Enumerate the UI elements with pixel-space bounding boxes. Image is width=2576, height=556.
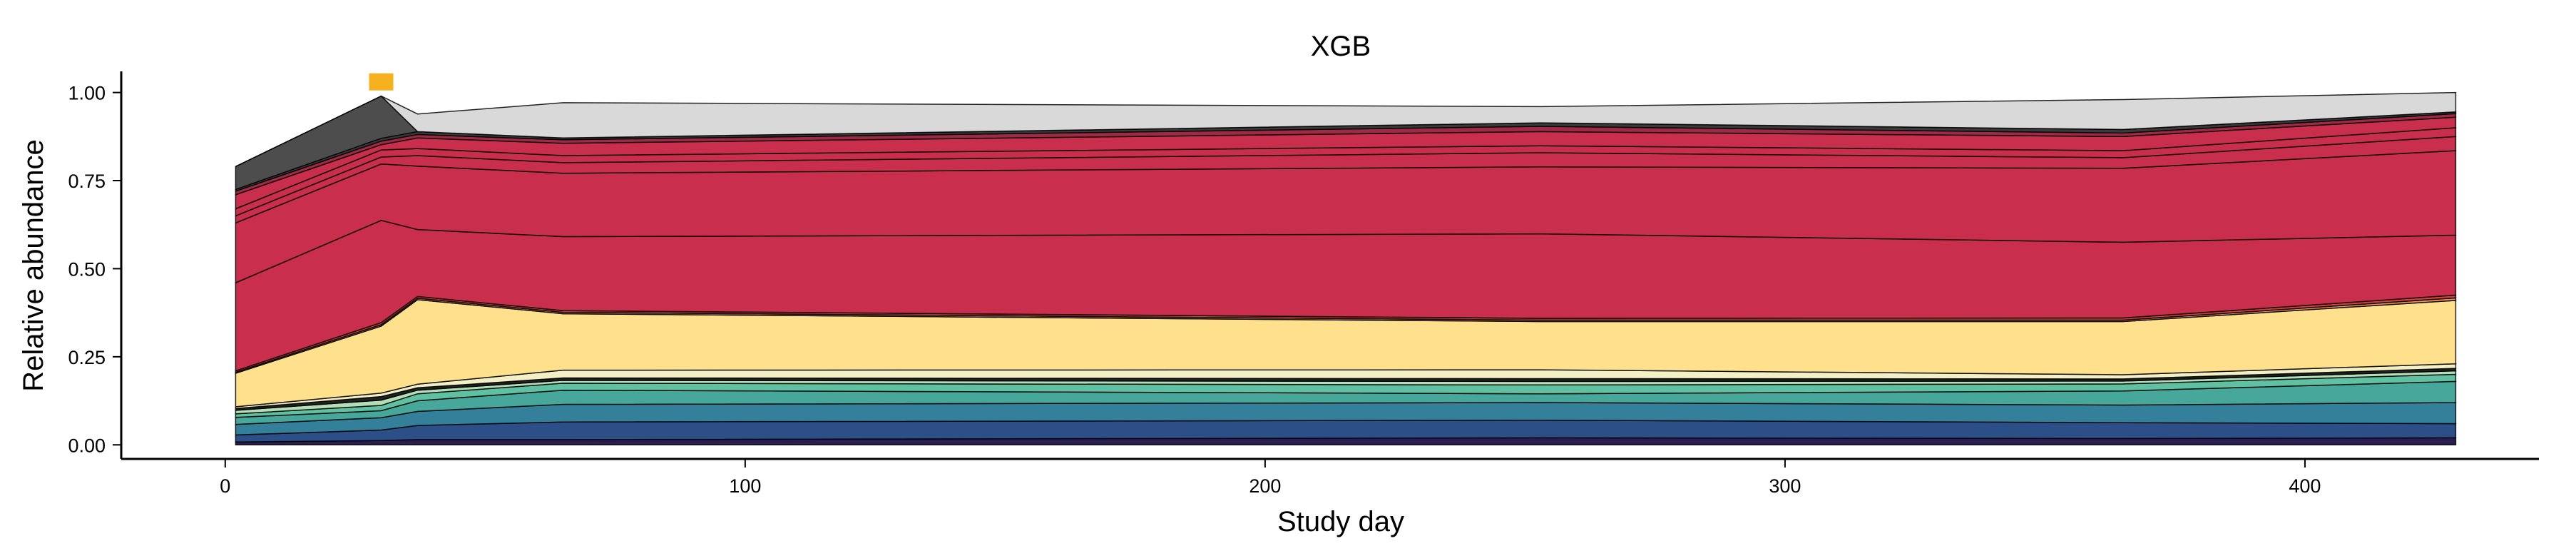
y-tick-label: 0.00 <box>68 435 106 456</box>
x-tick-label: 300 <box>1769 475 1801 497</box>
x-tick-label: 0 <box>220 475 230 497</box>
y-tick-label: 1.00 <box>68 83 106 104</box>
x-axis-ticks: 0 100 200 300 400 <box>220 459 2321 497</box>
y-tick-label: 0.25 <box>68 347 106 368</box>
x-axis-title: Study day <box>1277 506 1404 537</box>
chart-title: XGB <box>1311 31 1371 62</box>
y-tick-label: 0.75 <box>68 171 106 192</box>
x-tick-label: 100 <box>729 475 761 497</box>
y-axis-title: Relative abundance <box>18 139 49 392</box>
y-tick-label: 0.50 <box>68 258 106 280</box>
y-axis-ticks: 0.00 0.25 0.50 0.75 1.00 <box>68 83 121 456</box>
plot-layers <box>235 91 2457 446</box>
area-layer-20 <box>235 91 2457 167</box>
x-tick-label: 200 <box>1249 475 1281 497</box>
x-tick-label: 400 <box>2289 475 2321 497</box>
event-marker-1 <box>369 73 394 91</box>
plot-markers <box>369 73 394 91</box>
